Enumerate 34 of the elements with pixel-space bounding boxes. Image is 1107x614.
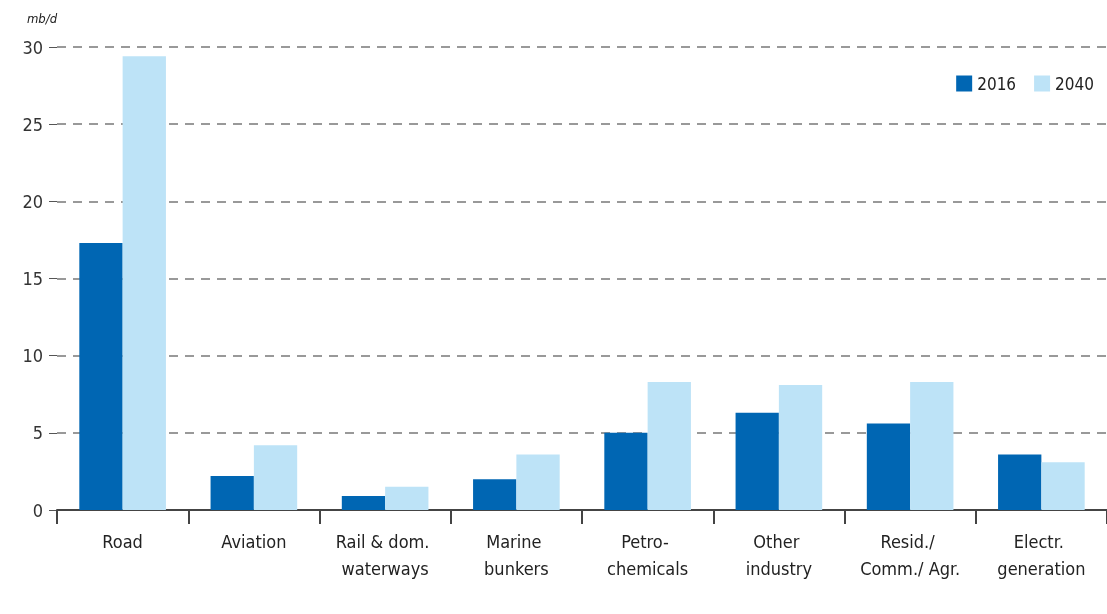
x-tick-label: Aviation <box>221 531 287 552</box>
bar <box>253 445 298 510</box>
bar <box>385 486 429 510</box>
bar <box>604 432 648 510</box>
x-tick-label: Marine bunkers <box>484 531 549 579</box>
y-tick-label: 10 <box>22 345 43 367</box>
legend-label: 2040 <box>1055 73 1095 94</box>
y-tick-label: 30 <box>22 36 43 58</box>
bar <box>473 479 517 510</box>
y-tick-label: 0 <box>32 499 43 521</box>
y-tick-label: 5 <box>32 422 43 444</box>
legend-label: 2016 <box>977 73 1017 94</box>
bar <box>998 454 1042 510</box>
bar <box>516 454 560 510</box>
y-tick-label: 20 <box>22 190 43 212</box>
x-tick-label: Other industry <box>745 531 813 579</box>
bar <box>210 476 254 510</box>
bar <box>735 412 779 510</box>
bar <box>778 384 823 510</box>
bar <box>866 423 911 510</box>
y-tick-label: 25 <box>22 113 43 135</box>
bar <box>910 381 954 510</box>
bar <box>122 56 166 510</box>
bar <box>341 496 386 510</box>
y-tick-label: 15 <box>22 268 43 289</box>
x-tick-label: Electr. generation <box>997 531 1086 579</box>
x-tick-label: Petro- chemicals <box>607 531 689 579</box>
x-tick-label: Resid./ Comm./ Agr. <box>860 531 961 579</box>
bar <box>1041 462 1085 510</box>
y-axis-title: mb/d <box>26 11 58 26</box>
x-tick-label: Road <box>102 531 143 552</box>
bar <box>79 243 123 510</box>
bar <box>647 381 691 510</box>
x-tick-label: Rail & dom. waterways <box>335 531 435 579</box>
